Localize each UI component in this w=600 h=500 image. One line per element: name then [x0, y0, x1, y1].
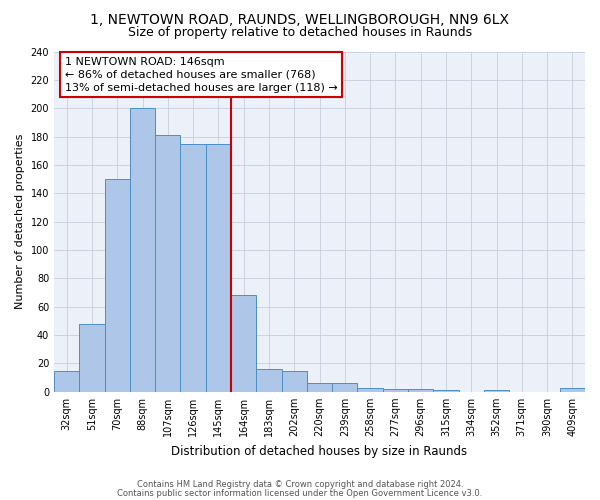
Bar: [155, 135, 181, 392]
Bar: [358, 388, 383, 392]
Bar: [231, 296, 256, 392]
Bar: [79, 324, 104, 392]
Text: 1, NEWTOWN ROAD, RAUNDS, WELLINGBOROUGH, NN9 6LX: 1, NEWTOWN ROAD, RAUNDS, WELLINGBOROUGH,…: [91, 12, 509, 26]
Y-axis label: Number of detached properties: Number of detached properties: [15, 134, 25, 310]
Text: 1 NEWTOWN ROAD: 146sqm
← 86% of detached houses are smaller (768)
13% of semi-de: 1 NEWTOWN ROAD: 146sqm ← 86% of detached…: [65, 56, 337, 93]
Bar: [433, 390, 458, 392]
X-axis label: Distribution of detached houses by size in Raunds: Distribution of detached houses by size …: [172, 444, 467, 458]
Bar: [130, 108, 155, 392]
Bar: [484, 390, 509, 392]
Bar: [206, 144, 231, 392]
Bar: [383, 389, 408, 392]
Bar: [256, 369, 281, 392]
Bar: [408, 389, 433, 392]
Bar: [332, 384, 358, 392]
Bar: [104, 179, 130, 392]
Text: Contains HM Land Registry data © Crown copyright and database right 2024.: Contains HM Land Registry data © Crown c…: [137, 480, 463, 489]
Text: Contains public sector information licensed under the Open Government Licence v3: Contains public sector information licen…: [118, 488, 482, 498]
Bar: [54, 370, 79, 392]
Bar: [560, 388, 585, 392]
Bar: [281, 370, 307, 392]
Bar: [307, 384, 332, 392]
Bar: [181, 144, 206, 392]
Text: Size of property relative to detached houses in Raunds: Size of property relative to detached ho…: [128, 26, 472, 39]
